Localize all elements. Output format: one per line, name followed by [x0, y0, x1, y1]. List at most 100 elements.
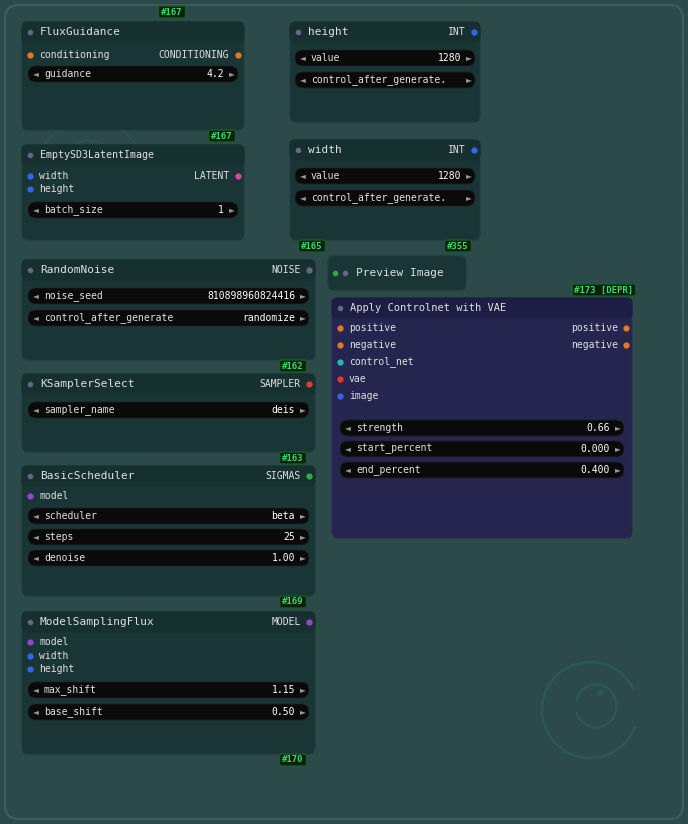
Text: positive: positive: [571, 323, 618, 333]
FancyBboxPatch shape: [340, 441, 624, 457]
Text: ►: ►: [300, 512, 306, 521]
Text: scheduler: scheduler: [44, 511, 97, 521]
Text: Apply Controlnet with VAE: Apply Controlnet with VAE: [350, 303, 506, 313]
Text: SIGMAS: SIGMAS: [266, 471, 301, 481]
FancyBboxPatch shape: [295, 72, 475, 88]
Text: ◄: ◄: [345, 444, 351, 453]
Text: ►: ►: [615, 466, 621, 475]
Text: 1.00: 1.00: [272, 553, 295, 563]
Text: 1.15: 1.15: [272, 685, 295, 695]
Text: SAMPLER: SAMPLER: [260, 379, 301, 389]
FancyBboxPatch shape: [332, 298, 632, 538]
Text: beta: beta: [272, 511, 295, 521]
Text: ◄: ◄: [33, 554, 39, 563]
FancyBboxPatch shape: [22, 145, 244, 165]
Text: #162: #162: [282, 362, 303, 371]
Text: model: model: [39, 637, 68, 647]
Text: denoise: denoise: [44, 553, 85, 563]
Text: ►: ►: [300, 686, 306, 695]
Text: ◄: ◄: [33, 313, 39, 322]
Text: ◄: ◄: [300, 76, 306, 85]
FancyBboxPatch shape: [328, 256, 466, 290]
Text: ◄: ◄: [345, 466, 351, 475]
Text: noise_seed: noise_seed: [44, 291, 103, 302]
FancyBboxPatch shape: [28, 682, 309, 698]
Text: steps: steps: [44, 532, 74, 542]
Text: 1280: 1280: [438, 53, 461, 63]
Text: FluxGuidance: FluxGuidance: [40, 27, 121, 37]
FancyBboxPatch shape: [28, 310, 309, 326]
Text: ◄: ◄: [33, 686, 39, 695]
Text: width: width: [39, 651, 68, 661]
Text: randomize: randomize: [242, 313, 295, 323]
Text: conditioning: conditioning: [39, 50, 109, 60]
Text: CONDITIONING: CONDITIONING: [158, 50, 229, 60]
FancyBboxPatch shape: [22, 612, 315, 632]
FancyBboxPatch shape: [279, 596, 306, 608]
Text: 25: 25: [283, 532, 295, 542]
Text: #170: #170: [282, 756, 303, 765]
Text: EmptySD3LatentImage: EmptySD3LatentImage: [40, 150, 154, 160]
Text: 0.50: 0.50: [272, 707, 295, 717]
Text: 1: 1: [218, 205, 224, 215]
Text: ◄: ◄: [345, 424, 351, 433]
Text: #163: #163: [282, 453, 303, 462]
Text: #173 [DEPR]: #173 [DEPR]: [574, 285, 634, 294]
Text: LATENT: LATENT: [194, 171, 229, 181]
Text: BasicScheduler: BasicScheduler: [40, 471, 134, 481]
Text: value: value: [311, 171, 341, 181]
FancyBboxPatch shape: [295, 50, 475, 66]
Text: negative: negative: [571, 340, 618, 350]
FancyBboxPatch shape: [28, 402, 309, 418]
Text: control_after_generate.: control_after_generate.: [311, 193, 446, 204]
Text: Preview Image: Preview Image: [356, 268, 444, 278]
Text: height: height: [308, 27, 349, 37]
Text: 1280: 1280: [438, 171, 461, 181]
FancyBboxPatch shape: [299, 240, 325, 252]
FancyBboxPatch shape: [22, 22, 244, 42]
Text: ►: ►: [300, 532, 306, 541]
FancyBboxPatch shape: [22, 612, 315, 754]
FancyBboxPatch shape: [295, 190, 475, 206]
FancyBboxPatch shape: [290, 140, 480, 240]
Text: max_shift: max_shift: [44, 685, 97, 695]
Text: 4.2: 4.2: [206, 69, 224, 79]
Text: negative: negative: [349, 340, 396, 350]
FancyBboxPatch shape: [22, 466, 315, 596]
Text: model: model: [39, 491, 68, 501]
FancyBboxPatch shape: [22, 145, 244, 240]
FancyBboxPatch shape: [28, 529, 309, 545]
Text: ◄: ◄: [33, 205, 39, 214]
Text: MODEL: MODEL: [272, 617, 301, 627]
Text: width: width: [308, 145, 342, 155]
Text: 0.000: 0.000: [581, 444, 610, 454]
Text: #169: #169: [282, 597, 303, 606]
Text: ◄: ◄: [33, 405, 39, 414]
Text: NOISE: NOISE: [272, 265, 301, 275]
Text: value: value: [311, 53, 341, 63]
Text: base_shift: base_shift: [44, 706, 103, 718]
FancyBboxPatch shape: [22, 22, 244, 130]
FancyBboxPatch shape: [22, 260, 315, 360]
FancyBboxPatch shape: [22, 374, 315, 452]
Text: ►: ►: [300, 313, 306, 322]
Text: INT: INT: [449, 27, 466, 37]
Text: 810898960824416: 810898960824416: [207, 291, 295, 301]
Text: ►: ►: [466, 76, 472, 85]
Text: ◄: ◄: [33, 708, 39, 717]
Text: strength: strength: [356, 423, 403, 433]
FancyBboxPatch shape: [290, 140, 480, 160]
Text: ►: ►: [300, 405, 306, 414]
Text: ►: ►: [229, 205, 235, 214]
FancyBboxPatch shape: [444, 240, 471, 252]
Text: ►: ►: [466, 171, 472, 180]
Text: width: width: [39, 171, 68, 181]
FancyBboxPatch shape: [208, 130, 235, 142]
Text: batch_size: batch_size: [44, 204, 103, 215]
Text: vae: vae: [349, 374, 367, 384]
FancyBboxPatch shape: [28, 202, 238, 218]
Text: 0.66: 0.66: [586, 423, 610, 433]
Text: #167: #167: [161, 7, 183, 16]
FancyBboxPatch shape: [5, 5, 683, 819]
Text: ►: ►: [615, 424, 621, 433]
